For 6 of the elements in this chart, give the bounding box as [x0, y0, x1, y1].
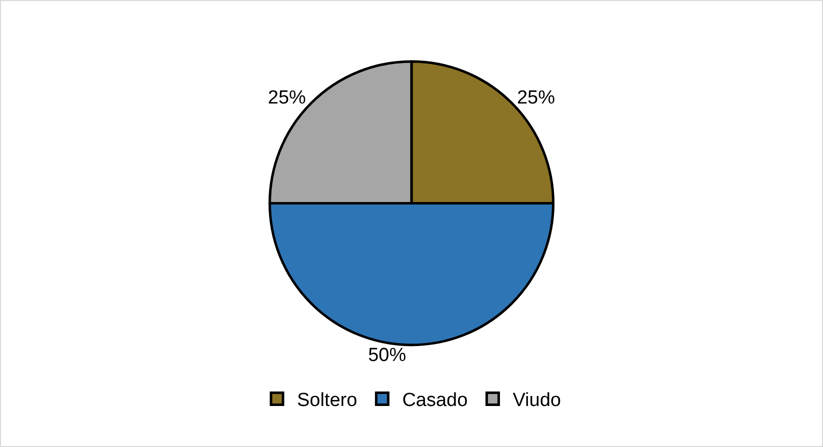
legend-label: Soltero	[297, 390, 358, 412]
data-label: 25%	[516, 87, 556, 108]
data-label: 50%	[368, 345, 406, 366]
legend-label: Viudo	[512, 390, 561, 412]
data-label: 25%	[268, 87, 306, 108]
legend-label: Casado	[402, 390, 468, 412]
